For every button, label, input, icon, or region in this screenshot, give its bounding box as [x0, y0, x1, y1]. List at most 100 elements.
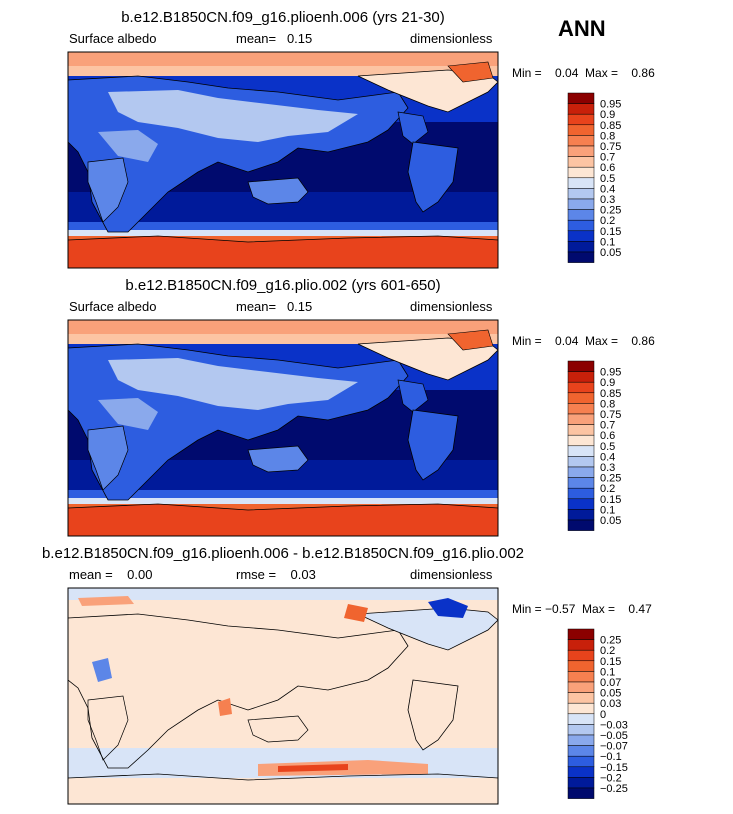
colorbar-2-tick-label: 0.15	[600, 494, 621, 506]
colorbar-2-tick-label: 0.2	[600, 483, 615, 495]
colorbar-2-tick-label: 0.85	[600, 388, 621, 400]
colorbar-1-box	[567, 103, 595, 115]
colorbar-2-tick-label: 0.95	[600, 367, 621, 379]
colorbar-3-tick-label: −0.25	[600, 783, 628, 795]
colorbar-2-svg: 0.950.90.850.80.750.70.60.50.40.30.250.2…	[567, 360, 621, 531]
colorbar-2-box	[567, 487, 595, 500]
colorbar-3-box	[567, 766, 595, 778]
panel-3-title: b.e12.B1850CN.f09_g16.plioenh.006 - b.e1…	[41, 545, 525, 562]
colorbar-3-svg: 0.250.20.150.10.070.050.030−0.03−0.05−0.…	[567, 628, 628, 799]
colorbar-3-box	[567, 660, 595, 672]
colorbar-3-box	[567, 713, 595, 725]
colorbar-1-box	[567, 113, 595, 126]
panel-3-rmse-label: rmse = 0.03	[236, 567, 316, 582]
colorbar-3-box	[567, 787, 595, 799]
colorbar-3-box	[567, 724, 595, 736]
colorbar-1-tick-label: 0.7	[600, 152, 615, 164]
colorbar-3-tick-label: 0.25	[600, 635, 621, 647]
panel-2-mean-label: mean= 0.15	[236, 299, 313, 314]
colorbar-2-box	[567, 519, 595, 531]
colorbar-3-box	[567, 692, 595, 704]
colorbar-2-box	[567, 477, 595, 489]
colorbar-1-tick-label: 0.6	[600, 162, 615, 174]
colorbar-1-box	[567, 177, 595, 189]
colorbar-2-box	[567, 392, 595, 404]
colorbar-1-box	[567, 219, 595, 232]
colorbar-2-box	[567, 403, 595, 415]
colorbar-1-box	[567, 188, 595, 200]
panel-3-mean-label: mean = 0.00	[69, 567, 153, 582]
panel-2-map	[67, 319, 499, 537]
colorbar-2-box	[567, 434, 595, 447]
colorbar-1-tick-label: 0.5	[600, 173, 615, 185]
panel-3-map	[67, 587, 499, 805]
colorbar-1-tick-label: 0.2	[600, 215, 615, 227]
colorbar-1-tick-label: 0.15	[600, 226, 621, 238]
colorbar-2-box	[567, 360, 595, 372]
colorbar-3-box	[567, 734, 595, 746]
colorbar-2-box	[567, 445, 595, 457]
colorbar-2-box	[567, 371, 595, 383]
panel-2-units-label: dimensionless	[410, 299, 493, 314]
colorbar-1-box	[567, 198, 595, 210]
colorbar-2-tick-label: 0.5	[600, 441, 615, 453]
colorbar-2-box	[567, 381, 595, 394]
colorbar-3-box	[567, 628, 595, 640]
colorbar-3-box	[567, 745, 595, 757]
colorbar-1-tick-label: 0.25	[600, 205, 621, 217]
colorbar-1-box	[567, 156, 595, 168]
colorbar-3-tick-label: −0.05	[600, 730, 628, 742]
colorbar-2-tick-label: 0.7	[600, 420, 615, 432]
colorbar-2-tick-label: 0.1	[600, 504, 615, 516]
colorbar-1-tick-label: 0.9	[600, 109, 615, 121]
colorbar-1-tick-label: 0.05	[600, 247, 621, 259]
colorbar-2-tick-label: 0.25	[600, 473, 621, 485]
panel-3-minmax: Min = −0.57 Max = 0.47	[512, 602, 652, 616]
colorbar-2-box	[567, 498, 595, 510]
colorbar-1-tick-label: 0.85	[600, 120, 621, 132]
colorbar-1-tick-label: 0.3	[600, 194, 615, 206]
colorbar-2-tick-label: 0.3	[600, 462, 615, 474]
colorbar-3-tick-label: 0.15	[600, 656, 621, 668]
colorbar-1-box	[567, 92, 595, 104]
colorbar-2-box	[567, 456, 595, 468]
panel-1-variable-label: Surface albedo	[69, 31, 157, 46]
panel-1-mean-label: mean= 0.15	[236, 31, 313, 46]
colorbar-3-box	[567, 681, 595, 693]
panel-2-minmax: Min = 0.04 Max = 0.86	[512, 334, 655, 348]
colorbar-3-tick-label: −0.03	[600, 719, 628, 731]
colorbar-1-box	[567, 124, 595, 136]
colorbar-1-box	[567, 209, 595, 221]
colorbar-3-tick-label: 0	[600, 709, 606, 721]
colorbar-1-box	[567, 145, 595, 157]
panel-3-units-label: dimensionless	[410, 567, 493, 582]
colorbar-3-tick-label: 0.1	[600, 666, 615, 678]
panel-2-title: b.e12.B1850CN.f09_g16.plio.002 (yrs 601-…	[125, 277, 441, 294]
colorbar-3-box	[567, 755, 595, 768]
colorbar-3-box	[567, 671, 595, 683]
colorbar-3-box	[567, 702, 595, 715]
colorbar-3-tick-label: −0.15	[600, 762, 628, 774]
colorbar-1-box	[567, 241, 595, 253]
colorbar-3-tick-label: 0.07	[600, 677, 621, 689]
colorbar-1-box	[567, 230, 595, 242]
colorbar-1-tick-label: 0.8	[600, 130, 615, 142]
panel-1-units-label: dimensionless	[410, 31, 493, 46]
colorbar-1-tick-label: 0.1	[600, 236, 615, 248]
colorbar-2-box	[567, 466, 595, 478]
colorbar-2-box	[567, 424, 595, 436]
colorbar-2-tick-label: 0.8	[600, 398, 615, 410]
colorbar-3-box	[567, 777, 595, 789]
colorbar-3-tick-label: −0.2	[600, 772, 622, 784]
colorbar-2-tick-label: 0.4	[600, 451, 615, 463]
panel-2-variable-label: Surface albedo	[69, 299, 157, 314]
panel-1-minmax: Min = 0.04 Max = 0.86	[512, 66, 655, 80]
season-label: ANN	[558, 16, 606, 41]
colorbar-2-tick-label: 0.75	[600, 409, 621, 421]
colorbar-1-box	[567, 251, 595, 263]
colorbar-1-box	[567, 166, 595, 179]
colorbar-2-box	[567, 509, 595, 521]
colorbar-1-svg: 0.950.90.850.80.750.70.60.50.40.30.250.2…	[567, 92, 621, 263]
colorbar-2-tick-label: 0.05	[600, 515, 621, 527]
colorbar-1-box	[567, 135, 595, 147]
